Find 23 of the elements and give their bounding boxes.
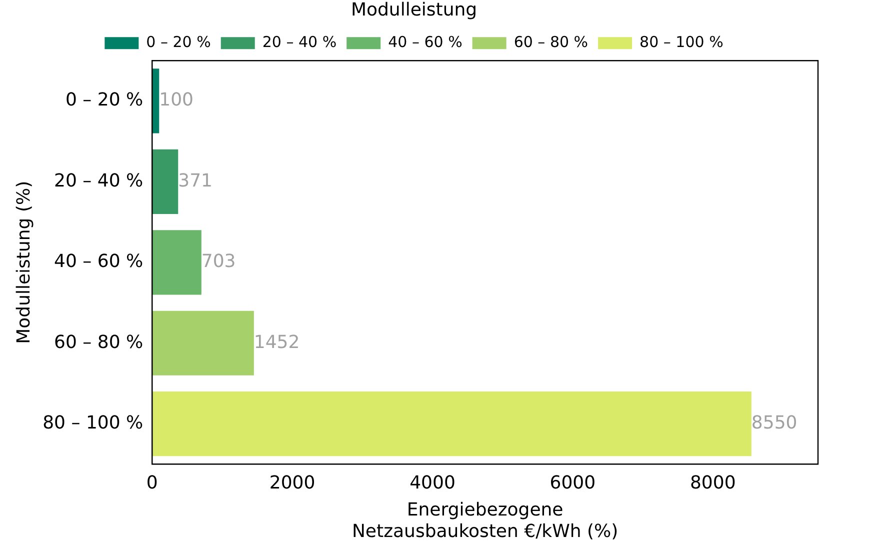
x-tick-label: 8000 <box>690 472 736 494</box>
data-label: 8550 <box>751 412 798 434</box>
legend-label: 40 – 60 % <box>388 32 462 51</box>
legend-label: 0 – 20 % <box>146 32 211 51</box>
legend-label: 20 – 40 % <box>262 32 337 51</box>
data-label: 371 <box>178 170 212 192</box>
data-label: 1452 <box>254 332 300 353</box>
y-axis-title: Modulleistung (%) <box>13 180 34 344</box>
legend-title: Modulleistung <box>350 0 478 21</box>
y-tick-label: 60 – 80 % <box>54 332 144 353</box>
y-tick-label: 20 – 40 % <box>54 170 144 192</box>
x-tick-label: 6000 <box>550 472 596 494</box>
y-tick-label: 0 – 20 % <box>66 90 144 111</box>
x-tick-label: 0 <box>146 472 158 494</box>
x-axis-title: Energiebezogene Netzausbaukosten €/kWh (%) <box>352 499 618 542</box>
y-tick-label: 80 – 100 % <box>42 412 144 434</box>
legend-label: 60 – 80 % <box>514 32 588 51</box>
x-tick-label: 4000 <box>410 472 456 494</box>
x-tick-label: 2000 <box>269 472 316 494</box>
y-tick-label: 40 – 60 % <box>54 251 144 272</box>
legend-label: 80 – 100 % <box>640 32 724 51</box>
data-label: 703 <box>201 251 236 272</box>
data-label: 100 <box>159 90 194 111</box>
